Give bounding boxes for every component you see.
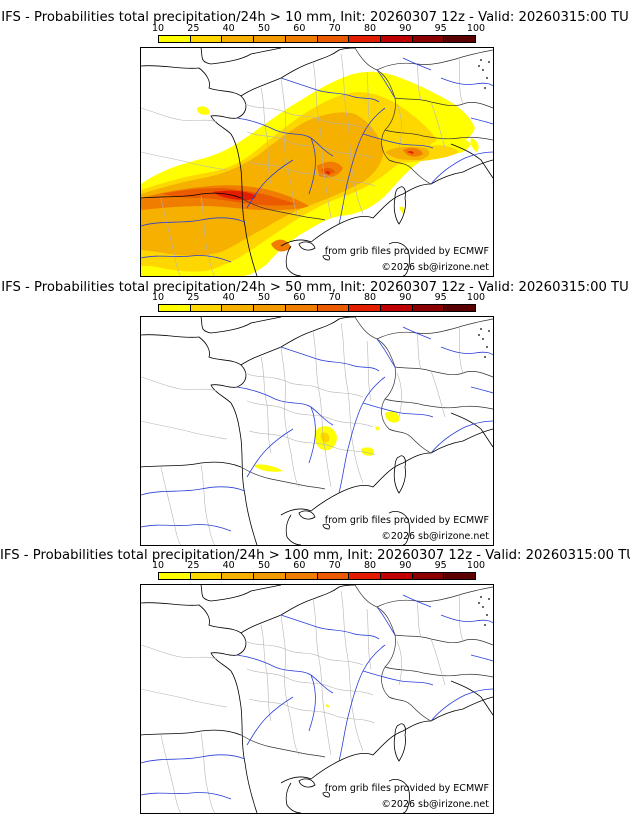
colorbar-swatch xyxy=(349,573,381,579)
colorbar-tick-label: 95 xyxy=(434,560,447,571)
colorbar-tick-label: 40 xyxy=(222,560,235,571)
colorbar-tick-label: 90 xyxy=(399,560,412,571)
map-title: IFS - Probabilities total precipitation/… xyxy=(0,548,630,563)
colorbar-tick-labels: 10 25 40 50 60 70 80 90 95 100 xyxy=(152,292,485,304)
colorbar-swatch xyxy=(349,305,381,311)
colorbar-swatch xyxy=(159,305,191,311)
map-canvas xyxy=(141,48,493,276)
map-canvas xyxy=(141,585,493,813)
colorbar-swatch xyxy=(349,36,381,42)
colorbar-swatch xyxy=(285,573,318,579)
colorbar-swatch xyxy=(159,36,191,42)
colorbar-bar xyxy=(158,304,476,312)
colorbar-swatch xyxy=(190,573,223,579)
colorbar-tick-label: 95 xyxy=(434,23,447,34)
colorbar-swatch xyxy=(254,573,286,579)
credit-copyright: ©2026 sb@irizone.net xyxy=(381,262,489,273)
colorbar-swatch xyxy=(317,36,350,42)
credit-copyright: ©2026 sb@irizone.net xyxy=(381,531,489,542)
colorbar-bar xyxy=(158,35,476,43)
colorbar-tick-label: 70 xyxy=(328,23,341,34)
colorbar-tick-label: 60 xyxy=(293,23,306,34)
colorbar-tick-label: 90 xyxy=(399,23,412,34)
credit-source: from grib files provided by ECMWF xyxy=(324,515,489,526)
colorbar-swatch xyxy=(190,36,223,42)
colorbar-tick-label: 80 xyxy=(363,560,377,571)
colorbar-tick-label: 25 xyxy=(187,560,200,571)
colorbar-swatch xyxy=(285,305,318,311)
credit-copyright: ©2026 sb@irizone.net xyxy=(381,799,489,810)
map-canvas xyxy=(141,317,493,545)
colorbar-tick-label: 10 xyxy=(151,560,165,571)
colorbar-swatch xyxy=(317,305,350,311)
precipitation-map: from grib files provided by ECMWF ©2026 … xyxy=(140,584,494,814)
colorbar-swatch xyxy=(380,36,413,42)
colorbar-tick-label: 70 xyxy=(328,292,341,303)
colorbar-tick-label: 100 xyxy=(466,560,486,571)
colorbar: 10 25 40 50 60 70 80 90 95 100 xyxy=(152,292,485,312)
colorbar-tick-label: 80 xyxy=(363,292,377,303)
colorbar-tick-label: 25 xyxy=(187,292,200,303)
colorbar-tick-label: 60 xyxy=(293,292,306,303)
precipitation-map: from grib files provided by ECMWF ©2026 … xyxy=(140,316,494,546)
colorbar-tick-label: 60 xyxy=(293,560,306,571)
colorbar-tick-label: 50 xyxy=(257,292,271,303)
colorbar-swatch xyxy=(254,305,286,311)
colorbar-tick-label: 100 xyxy=(466,23,486,34)
colorbar-tick-label: 40 xyxy=(222,292,235,303)
colorbar-swatch xyxy=(412,36,445,42)
colorbar-swatch xyxy=(254,36,286,42)
colorbar-tick-label: 80 xyxy=(363,23,377,34)
colorbar-swatch xyxy=(222,36,255,42)
colorbar-bar xyxy=(158,572,476,580)
colorbar-tick-labels: 10 25 40 50 60 70 80 90 95 100 xyxy=(152,23,485,35)
colorbar-swatch xyxy=(444,36,476,42)
colorbar-swatch xyxy=(159,573,191,579)
colorbar-swatch xyxy=(412,305,445,311)
colorbar-swatch xyxy=(190,305,223,311)
colorbar-swatch xyxy=(444,573,476,579)
credit-source: from grib files provided by ECMWF xyxy=(324,246,489,257)
colorbar-tick-label: 10 xyxy=(151,23,165,34)
colorbar-swatch xyxy=(444,305,476,311)
colorbar-swatch xyxy=(222,573,255,579)
colorbar-tick-label: 70 xyxy=(328,560,341,571)
colorbar-tick-label: 100 xyxy=(466,292,486,303)
colorbar-swatch xyxy=(317,573,350,579)
precipitation-map: from grib files provided by ECMWF ©2026 … xyxy=(140,47,494,277)
colorbar-swatch xyxy=(285,36,318,42)
colorbar-tick-label: 50 xyxy=(257,560,271,571)
map-title: IFS - Probabilities total precipitation/… xyxy=(1,10,629,25)
colorbar-tick-label: 40 xyxy=(222,23,235,34)
credit-source: from grib files provided by ECMWF xyxy=(324,783,489,794)
colorbar: 10 25 40 50 60 70 80 90 95 100 xyxy=(152,560,485,580)
colorbar-tick-label: 50 xyxy=(257,23,271,34)
map-title: IFS - Probabilities total precipitation/… xyxy=(1,280,629,295)
probability-shading xyxy=(325,704,329,708)
colorbar-swatch xyxy=(380,305,413,311)
colorbar-swatch xyxy=(222,305,255,311)
colorbar-swatch xyxy=(380,573,413,579)
colorbar: 10 25 40 50 60 70 80 90 95 100 xyxy=(152,23,485,43)
colorbar-tick-label: 25 xyxy=(187,23,200,34)
colorbar-tick-label: 10 xyxy=(151,292,165,303)
colorbar-swatch xyxy=(412,573,445,579)
colorbar-tick-labels: 10 25 40 50 60 70 80 90 95 100 xyxy=(152,560,485,572)
colorbar-tick-label: 95 xyxy=(434,292,447,303)
colorbar-tick-label: 90 xyxy=(399,292,412,303)
